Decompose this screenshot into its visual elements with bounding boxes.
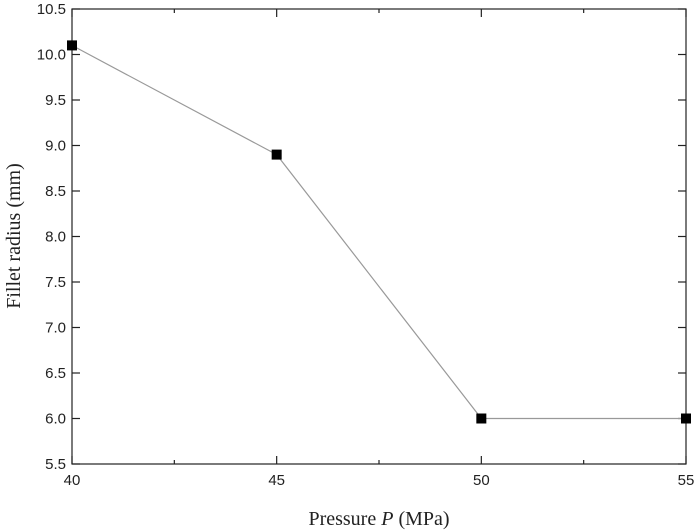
y-tick-label: 5.5 [45, 456, 66, 473]
y-tick-label: 8.0 [45, 229, 66, 246]
y-axis-title: Fillet radius (mm) [3, 163, 25, 309]
y-tick-label: 9.0 [45, 138, 66, 155]
plot-frame [71, 8, 687, 465]
series-markers [67, 40, 691, 424]
x-tick-label: 45 [268, 472, 285, 489]
y-tick-label: 7.5 [45, 274, 66, 291]
data-point [271, 149, 282, 160]
y-axis: 5.5 6.0 6.5 7.0 7.5 8.0 8.5 9.0 9.5 10.0 10.5 [37, 1, 686, 473]
y-tick-label: 10.5 [37, 1, 66, 18]
series-line [71, 44, 686, 420]
data-point [681, 413, 691, 424]
x-tick-label: 55 [678, 472, 695, 489]
x-axis: 40 45 50 55 [64, 9, 695, 489]
y-tick-label: 6.5 [45, 365, 66, 382]
x-tick-label: 40 [64, 472, 81, 489]
x-tick-label: 50 [473, 472, 490, 489]
y-tick-label: 9.5 [45, 92, 66, 109]
y-tick-label: 7.0 [45, 320, 66, 337]
data-point [67, 40, 77, 51]
y-tick-label: 8.5 [45, 183, 66, 200]
x-axis-title: Pressure P (MPa) [308, 508, 449, 530]
y-tick-label: 6.0 [45, 411, 66, 428]
y-tick-label: 10.0 [37, 47, 66, 64]
data-point [476, 413, 487, 424]
